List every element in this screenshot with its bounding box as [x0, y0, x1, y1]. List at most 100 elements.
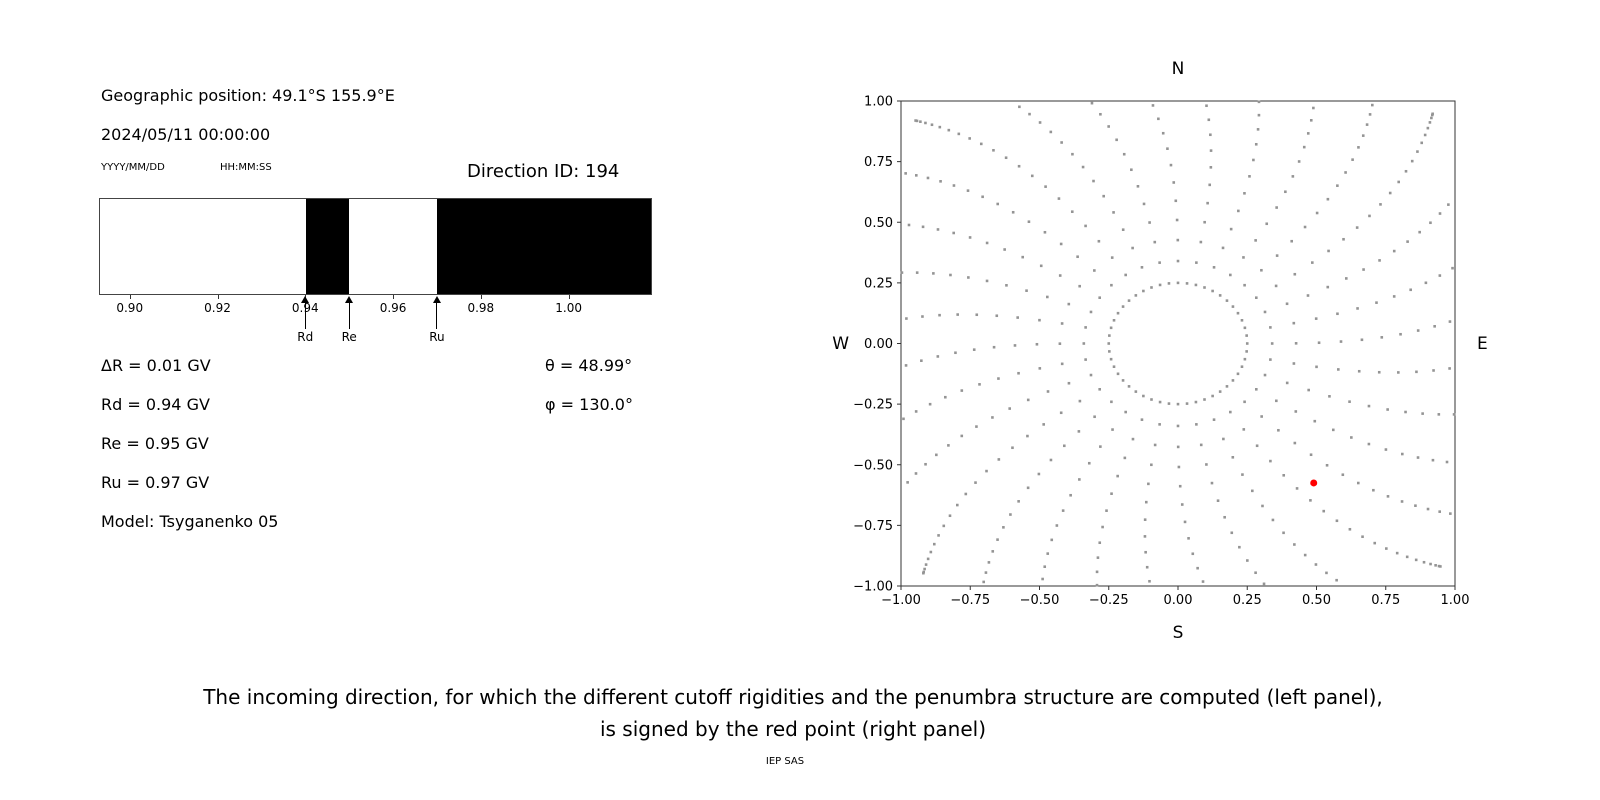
direction-grid-dot	[1243, 326, 1247, 330]
direction-grid-dot	[1313, 419, 1317, 423]
direction-plot-frame	[900, 100, 1456, 587]
direction-grid-dot	[1112, 211, 1115, 214]
direction-grid-dot	[1130, 168, 1133, 172]
direction-grid-dot	[1416, 456, 1420, 459]
direction-grid-dot	[1260, 415, 1263, 418]
direction-grid-dot	[1292, 362, 1296, 365]
direction-grid-dot	[1251, 489, 1254, 493]
direction-grid-dot	[919, 120, 922, 123]
direction-grid-dot	[1176, 402, 1180, 406]
direction-grid-dot	[1225, 385, 1229, 388]
direction-grid-dot	[1416, 150, 1419, 153]
direction-grid-dot	[1372, 488, 1375, 492]
direction-grid-dot	[1254, 239, 1257, 242]
direction-grid-dot	[947, 128, 951, 132]
direction-grid-dot	[1143, 518, 1147, 521]
direction-grid-dot	[956, 503, 959, 507]
direction-grid-dot	[1265, 222, 1269, 226]
x-tick-label: −0.25	[1089, 593, 1129, 608]
direction-grid-dot	[1069, 493, 1072, 497]
direction-grid-dot	[1348, 527, 1352, 531]
direction-grid-dot	[1110, 283, 1113, 287]
direction-grid-dot	[1180, 503, 1184, 506]
direction-grid-dot	[952, 184, 956, 187]
direction-grid-dot	[1355, 226, 1359, 229]
direction-grid-dot	[1109, 326, 1113, 330]
direction-grid-dot	[1067, 302, 1071, 306]
y-tick-label: 0.75	[864, 155, 893, 170]
direction-grid-dot	[1269, 459, 1272, 463]
direction-grid-dot	[957, 132, 961, 136]
direction-grid-dot	[1093, 415, 1096, 419]
credit-label: IEP SAS	[765, 756, 805, 767]
direction-grid-dot	[1144, 500, 1148, 504]
direction-grid-dot	[904, 364, 908, 367]
direction-grid-dot	[960, 389, 964, 392]
direction-grid-dot	[1161, 131, 1165, 135]
y-tick-label: −0.50	[853, 458, 893, 473]
direction-grid-dot	[1311, 261, 1314, 264]
direction-grid-dot	[1062, 444, 1066, 448]
direction-grid-dot	[1211, 394, 1214, 398]
direction-grid-dot	[1098, 296, 1101, 299]
direction-grid-dot	[1097, 239, 1101, 243]
direction-grid-dot	[1013, 344, 1017, 347]
direction-grid-dot	[921, 315, 924, 318]
direction-grid-dot	[923, 567, 926, 571]
direction-grid-dot	[1405, 555, 1409, 559]
direction-grid-dot	[1294, 342, 1298, 345]
direction-grid-dot	[1187, 537, 1190, 540]
direction-grid-dot	[1351, 158, 1354, 161]
direction-grid-dot	[1357, 369, 1361, 373]
direction-grid-dot	[1058, 274, 1062, 277]
direction-grid-dot	[1124, 273, 1127, 277]
direction-grid-dot	[956, 313, 959, 316]
direction-grid-dot	[1218, 390, 1222, 393]
direction-grid-dot	[1303, 225, 1307, 229]
direction-grid-dot	[1368, 113, 1372, 116]
direction-grid-dot	[1089, 373, 1093, 377]
direction-grid-dot	[1307, 388, 1310, 392]
direction-grid-dot	[926, 176, 930, 180]
cutoff-marker-arrowhead-icon	[345, 296, 354, 303]
direction-grid-dot	[1275, 399, 1278, 403]
direction-grid-dot	[1237, 209, 1240, 213]
direction-grid-dot	[997, 458, 1001, 461]
delta-r-value: ΔR = 0.01 GV	[101, 356, 211, 375]
direction-grid-dot	[937, 534, 940, 537]
penumbra-x-tick	[480, 295, 482, 299]
direction-grid-dot	[1222, 437, 1225, 441]
direction-grid-dot	[996, 538, 999, 541]
direction-grid-dot	[1303, 553, 1307, 557]
direction-grid-dot	[1397, 180, 1400, 184]
direction-grid-dot	[1282, 474, 1286, 477]
direction-grid-dot	[1245, 350, 1248, 353]
direction-grid-dot	[1176, 281, 1180, 285]
direction-grid-dot	[929, 550, 933, 554]
direction-grid-dot	[1385, 547, 1388, 550]
direction-grid-dot	[1017, 500, 1020, 503]
direction-grid-dot	[1241, 473, 1244, 476]
direction-grid-dot	[1157, 117, 1160, 121]
direction-grid-dot	[1309, 453, 1313, 457]
direction-grid-dot	[1285, 381, 1289, 385]
direction-grid-dot	[1116, 311, 1120, 315]
direction-grid-dot	[1344, 277, 1348, 280]
direction-grid-dot	[1439, 565, 1442, 568]
direction-grid-dot	[1178, 484, 1182, 488]
x-tick-label: 0.75	[1371, 593, 1400, 608]
direction-grid-dot	[1451, 266, 1454, 270]
direction-grid-dot	[1121, 379, 1125, 382]
direction-grid-dot	[1038, 318, 1041, 322]
direction-grid-dot	[1116, 474, 1119, 478]
direction-grid-dot	[1050, 538, 1054, 542]
direction-grid-dot	[992, 345, 996, 349]
direction-grid-dot	[1342, 237, 1345, 241]
direction-grid-dot	[1009, 513, 1012, 516]
direction-plot: −1.00 −0.75 −0.50 −0.25 0.00 0.25 0.50 0.75 1.00…	[853, 95, 1469, 609]
direction-grid-dot	[1432, 369, 1435, 372]
direction-grid-dot	[1357, 146, 1360, 149]
direction-grid-dot	[1395, 551, 1399, 555]
direction-grid-dot	[1252, 158, 1255, 162]
direction-grid-dot	[1049, 458, 1053, 462]
